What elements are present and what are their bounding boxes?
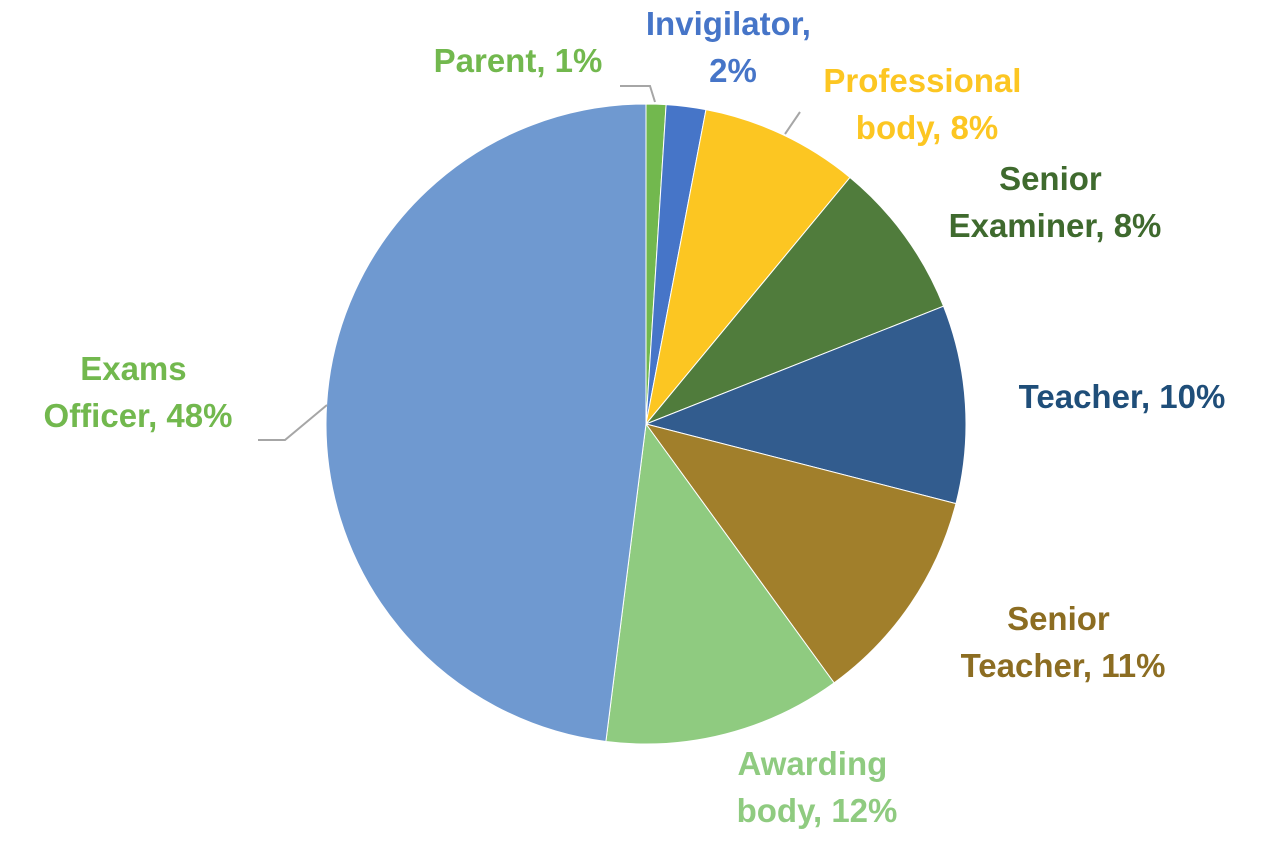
slices	[325, 103, 967, 745]
leader-line	[258, 404, 328, 441]
leader-line	[784, 111, 801, 135]
data-label: Awarding body, 12%	[737, 745, 898, 829]
data-label: Senior Teacher, 11%	[961, 600, 1166, 684]
data-label: Parent, 1%	[434, 42, 603, 79]
pie-slice	[325, 103, 647, 743]
pie-slice	[644, 423, 957, 684]
data-label: Invigilator, 2%	[646, 5, 820, 89]
leader-line	[620, 85, 656, 103]
data-label: Professional body, 8%	[823, 62, 1030, 146]
labels: Parent, 1% Invigilator, 2% Professional bo…	[44, 5, 1226, 829]
pie-slice	[644, 305, 967, 505]
data-label: Teacher, 10%	[1019, 378, 1226, 415]
data-label: Senior Examiner, 8%	[949, 160, 1162, 244]
pie-slice	[645, 176, 945, 425]
data-label: Exams Officer, 48%	[44, 350, 233, 434]
pie-slice	[645, 109, 851, 425]
pie-slice	[605, 422, 835, 745]
